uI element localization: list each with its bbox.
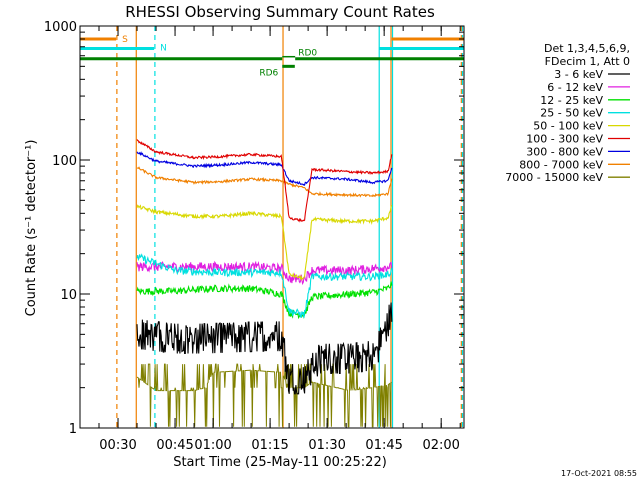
legend-label: 7000 - 15000 keV bbox=[505, 171, 603, 184]
series-line bbox=[136, 281, 393, 320]
vertical-markers bbox=[116, 26, 464, 428]
series-line bbox=[136, 204, 393, 281]
legend-label: 12 - 25 keV bbox=[540, 94, 603, 107]
x-tick-label: 02:00 bbox=[422, 438, 459, 453]
x-tick-label: 01:45 bbox=[365, 438, 402, 453]
legend-label: 3 - 6 keV bbox=[554, 68, 603, 81]
x-axis-label: Start Time (25-May-11 00:25:22) bbox=[173, 455, 387, 470]
legend-header-1: Det 1,3,4,5,6,9, bbox=[544, 42, 630, 55]
series-line bbox=[136, 139, 393, 223]
legend: Det 1,3,4,5,6,9, FDecim 1, Att 0 3 - 6 k… bbox=[505, 42, 630, 184]
x-tick-label: 00:30 bbox=[99, 438, 136, 453]
status-label-rd6: RD6 bbox=[259, 68, 278, 78]
y-axis-label: Count Rate (s⁻¹ detector⁻¹) bbox=[24, 140, 39, 317]
y-tick-label: 1000 bbox=[44, 20, 77, 35]
legend-label: 300 - 800 keV bbox=[526, 145, 603, 158]
plot-frame bbox=[79, 25, 465, 429]
series-line bbox=[136, 166, 393, 198]
x-tick-label: 01:30 bbox=[308, 438, 345, 453]
y-tick-label: 1 bbox=[69, 422, 77, 437]
axes: 1 10 100 1000 00:30 00:45 01:00 01:15 01:30 01:45… bbox=[44, 20, 465, 453]
status-label-s: S bbox=[122, 35, 128, 45]
legend-label: 25 - 50 keV bbox=[540, 107, 603, 120]
x-tick-label: 01:15 bbox=[251, 438, 288, 453]
y-tick-label: 100 bbox=[52, 154, 77, 169]
status-label-rd0: RD0 bbox=[298, 49, 317, 59]
chart-title: RHESSI Observing Summary Count Rates bbox=[125, 3, 435, 21]
legend-label: 100 - 300 keV bbox=[526, 133, 603, 146]
series-line bbox=[136, 253, 393, 318]
plot-area: S N RD0 RD6 bbox=[80, 35, 464, 428]
series-line bbox=[136, 151, 393, 186]
x-tick-label: 00:45 bbox=[156, 438, 193, 453]
x-tick-label: 01:00 bbox=[194, 438, 231, 453]
series-line bbox=[136, 363, 393, 428]
series-line bbox=[136, 302, 393, 395]
y-tick-label: 10 bbox=[60, 288, 77, 303]
legend-header-2: FDecim 1, Att 0 bbox=[545, 55, 630, 68]
legend-label: 50 - 100 keV bbox=[533, 120, 603, 133]
footer-date: 17-Oct-2021 08:55 bbox=[561, 469, 637, 478]
status-label-n: N bbox=[160, 43, 167, 53]
legend-label: 800 - 7000 keV bbox=[519, 158, 603, 171]
legend-label: 6 - 12 keV bbox=[547, 81, 603, 94]
